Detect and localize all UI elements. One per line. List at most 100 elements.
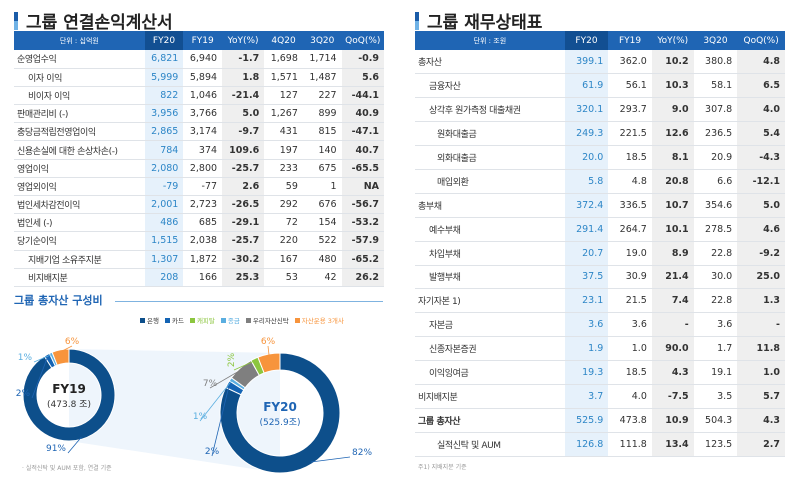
- donut-center-sub: (525.9조): [259, 418, 300, 428]
- row-label: 발행부채: [415, 265, 565, 290]
- row-label: 영업이익: [14, 159, 145, 178]
- cell-fy20: 525.9: [564, 408, 609, 433]
- cell-fy20: 5,999: [144, 68, 184, 87]
- legend-swatch: [164, 318, 170, 323]
- cell-3q20: 42: [302, 268, 342, 287]
- table-row: 판매관리비 (-) 3,956 3,766 5.0 1,267 899 40.9: [14, 104, 384, 124]
- cell-4q20: 431: [264, 122, 303, 142]
- row-label: 판매관리비 (-): [14, 104, 145, 124]
- balance-footnote: 주1) 지배지분 기준: [418, 464, 467, 471]
- cell-fy20: 3.7: [564, 384, 609, 409]
- row-label: 총부채: [415, 193, 565, 218]
- cell-qoq: 1.0: [737, 360, 785, 385]
- cell-3q20: 140: [302, 140, 342, 160]
- cell-yoy: 10.3: [651, 73, 694, 99]
- legend-label: 카드: [171, 317, 184, 325]
- cell-3q20: 6.6: [693, 169, 738, 194]
- row-label: 충당금적립전영업이익: [14, 122, 145, 142]
- row-label: 비이자 이익: [14, 86, 145, 106]
- row-label: 차입부채: [415, 241, 565, 266]
- row-label: 비지배지분: [14, 268, 145, 287]
- donut-slice: [257, 352, 281, 374]
- cell-fy19: 1,046: [183, 86, 223, 106]
- legend-label: 종금: [227, 317, 240, 325]
- cell-fy20: 399.1: [564, 50, 609, 75]
- cell-fy20: 320.1: [564, 97, 609, 123]
- cell-qoq: NA: [341, 177, 384, 197]
- leader-line: [267, 345, 270, 357]
- cell-fy20: 23.1: [564, 288, 609, 314]
- cell-3q20: 3.6: [693, 312, 738, 338]
- legend-label: 은행: [147, 317, 159, 325]
- table-row: 이익잉여금 19.3 18.5 4.3 19.1 1.0: [415, 360, 785, 385]
- cell-fy20: 5.8: [564, 169, 609, 194]
- cell-3q20: 227: [302, 86, 342, 106]
- cell-fy20: 2,001: [144, 195, 184, 215]
- legend-swatch: [220, 318, 226, 323]
- cell-qoq: 5.0: [737, 193, 785, 218]
- cell-fy19: 3.6: [608, 312, 652, 338]
- cell-yoy: 20.8: [651, 169, 694, 194]
- row-label: 매입외환: [415, 169, 565, 194]
- cell-yoy: 10.1: [651, 217, 694, 242]
- cell-qoq: 4.6: [737, 217, 785, 242]
- legend-swatch: [189, 318, 195, 323]
- cell-yoy: 90.0: [651, 336, 694, 362]
- cell-4q20: 59: [264, 177, 303, 197]
- cell-qoq: 26.2: [341, 268, 384, 287]
- row-label: 법인세차감전이익: [14, 195, 145, 215]
- cell-fy19: 3,766: [183, 104, 223, 124]
- cell-qoq: 5.4: [737, 121, 785, 147]
- column-header: FY20: [564, 31, 609, 50]
- cell-fy20: 486: [144, 213, 184, 233]
- cell-qoq: 4.8: [737, 50, 785, 75]
- column-header: 3Q20: [302, 31, 342, 50]
- row-label: 금융자산: [415, 73, 565, 99]
- cell-fy19: 293.7: [608, 97, 652, 123]
- income-title-text: 그룹 연결손익계산서: [26, 13, 173, 33]
- cell-fy19: 6,940: [183, 50, 223, 69]
- cell-yoy: 8.9: [651, 241, 694, 266]
- table-row: 총부채 372.4 336.5 10.7 354.6 5.0: [415, 193, 785, 218]
- cell-yoy: -1.7: [222, 50, 265, 69]
- slice-label: 1%: [193, 412, 208, 422]
- cell-fy20: 37.5: [564, 265, 609, 290]
- table-row: 비지배지분 3.7 4.0 -7.5 3.5 5.7: [415, 384, 785, 409]
- cell-3q20: 278.5: [693, 217, 738, 242]
- cell-3q20: 522: [302, 231, 342, 251]
- cell-yoy: -25.7: [222, 159, 265, 178]
- cell-qoq: 40.7: [341, 140, 384, 160]
- cell-fy19: 18.5: [608, 360, 652, 385]
- cell-fy20: 3.6: [564, 312, 609, 338]
- table-row: 법인세차감전이익 2,001 2,723 -26.5 292 676 -56.7: [14, 195, 384, 215]
- cell-qoq: 1.3: [737, 288, 785, 314]
- row-label: 총자산: [415, 50, 565, 75]
- cell-3q20: 22.8: [693, 288, 738, 314]
- legend-label: 캐피탈: [196, 317, 215, 325]
- cell-3q20: 354.6: [693, 193, 738, 218]
- cell-yoy: -9.7: [222, 122, 265, 142]
- cell-fy20: 3,956: [144, 104, 184, 124]
- cell-fy19: 1,872: [183, 250, 223, 269]
- column-header: QoQ(%): [341, 31, 384, 50]
- table-row: 자기자본 1) 23.1 21.5 7.4 22.8 1.3: [415, 288, 785, 314]
- balance-title-text: 그룹 재무상태표: [427, 13, 543, 33]
- cell-yoy: 10.9: [651, 408, 694, 433]
- cell-4q20: 233: [264, 159, 303, 178]
- cell-3q20: 504.3: [693, 408, 738, 433]
- slice-label: 2%: [16, 389, 31, 399]
- column-header: 4Q20: [264, 31, 303, 50]
- cell-qoq: -65.5: [341, 159, 384, 178]
- cell-fy20: 1,515: [144, 231, 184, 251]
- slice-label: 91%: [46, 444, 66, 454]
- cell-fy19: 166: [183, 268, 223, 287]
- table-row: 상각후 원가측정 대출채권 320.1 293.7 9.0 307.8 4.0: [415, 97, 785, 123]
- cell-fy20: 822: [144, 86, 184, 106]
- cell-fy19: 2,038: [183, 231, 223, 251]
- donut-center-label: FY20: [263, 400, 297, 414]
- cell-4q20: 220: [264, 231, 303, 251]
- row-label: 당기순이익: [14, 231, 145, 251]
- leader-line: [233, 360, 256, 371]
- cell-fy19: 2,800: [183, 159, 223, 178]
- cell-3q20: 20.9: [693, 145, 738, 170]
